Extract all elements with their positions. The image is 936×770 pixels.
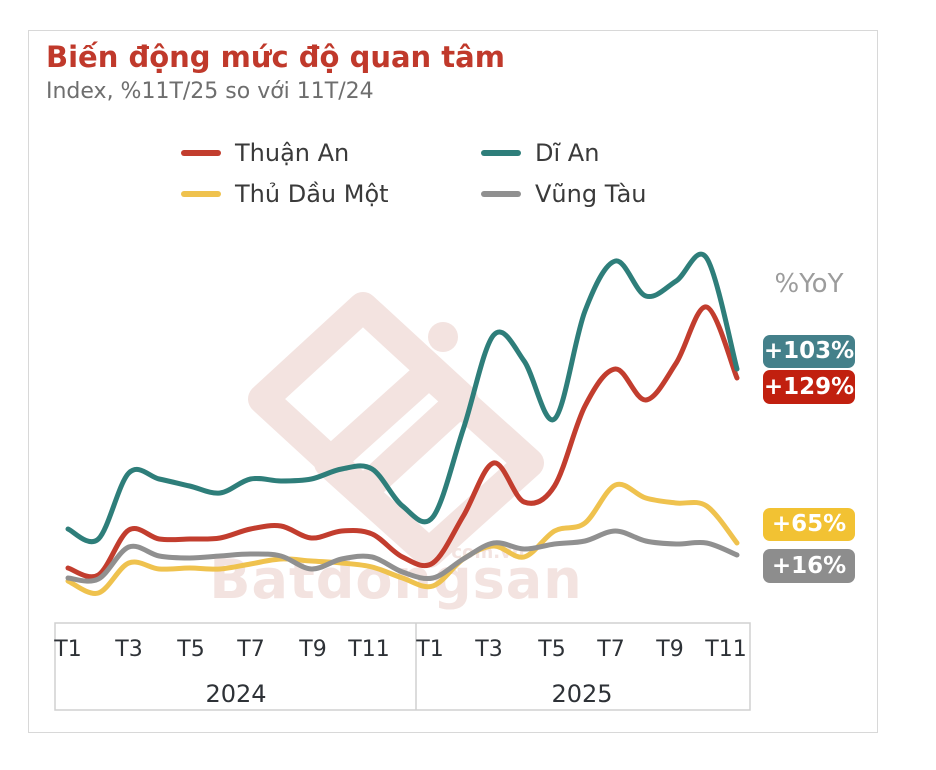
legend-label: Vũng Tàu (535, 180, 647, 208)
yoy-badge-thuan-an: +129% (763, 370, 855, 404)
x-axis-box (54, 622, 751, 711)
x-tick: T5 (538, 637, 566, 662)
legend-swatch-thuan-an (181, 150, 221, 156)
year-label-2024: 2024 (205, 680, 267, 708)
yoy-badge-vung-tau: +16% (763, 549, 855, 583)
line-chart: com.vn Batdongsan (54, 252, 751, 711)
x-tick: T9 (299, 637, 327, 662)
x-tick: T3 (475, 637, 503, 662)
x-tick: T5 (177, 637, 205, 662)
legend-label: Thuận An (235, 139, 350, 167)
legend-label: Dĩ An (535, 139, 600, 167)
series-lines (65, 252, 740, 596)
page-title: Biến động mức độ quan tâm (46, 40, 505, 74)
legend-item-thuan-an: Thuận An (181, 138, 349, 168)
x-tick: T11 (348, 637, 390, 662)
x-tick: T11 (705, 637, 747, 662)
watermark-diamond-icon (314, 358, 544, 568)
year-label-2025: 2025 (551, 680, 613, 708)
x-tick: T1 (416, 637, 444, 662)
yoy-header: %YoY (774, 269, 844, 299)
series-line-dĩ-an (65, 252, 740, 545)
watermark-pin-icon (428, 322, 458, 352)
x-tick: T9 (656, 637, 684, 662)
x-tick: T1 (54, 637, 82, 662)
legend-item-vung-tau: Vũng Tàu (481, 179, 646, 209)
x-axis (54, 622, 751, 711)
x-tick: T7 (597, 637, 625, 662)
legend-swatch-thu-dau-mot (181, 191, 221, 197)
chart-card: Biến động mức độ quan tâm Index, %11T/25… (28, 30, 878, 733)
legend-swatch-vung-tau (481, 191, 521, 197)
x-tick: T7 (237, 637, 265, 662)
series-line-thủ-dầu-một (65, 481, 740, 596)
yoy-badge-di-an: +103% (763, 335, 855, 368)
legend-label: Thủ Dầu Một (235, 180, 389, 208)
batdongsan-watermark: com.vn Batdongsan (209, 292, 582, 611)
legend-item-thu-dau-mot: Thủ Dầu Một (181, 179, 389, 209)
series-line-thuận-an (65, 304, 740, 580)
yoy-badge-thu-dau-mot: +65% (763, 508, 855, 541)
chart-subtitle: Index, %11T/25 so với 11T/24 (46, 79, 374, 104)
x-tick: T3 (115, 637, 143, 662)
series-line-vũng-tàu (65, 528, 740, 584)
legend-item-di-an: Dĩ An (481, 138, 599, 168)
legend-swatch-di-an (481, 150, 521, 156)
